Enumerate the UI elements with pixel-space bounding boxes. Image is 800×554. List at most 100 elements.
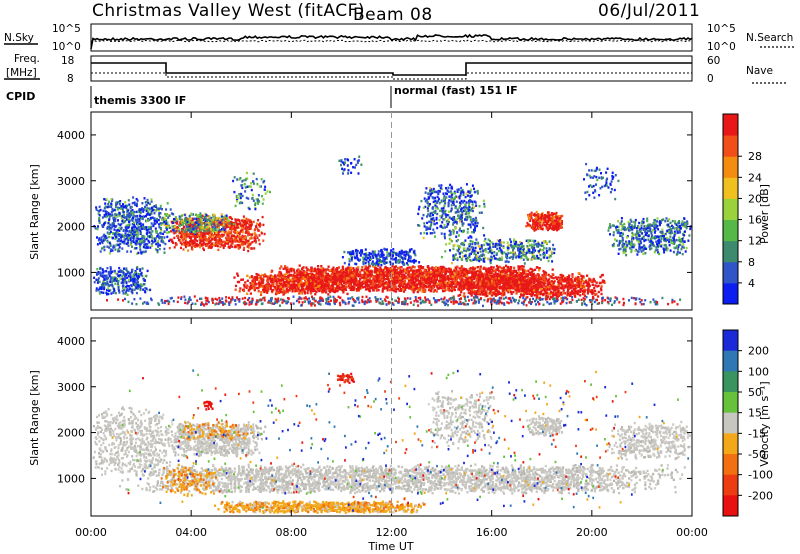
radar-cell [563,289,565,291]
radar-cell [580,275,582,277]
radar-cell [359,273,361,275]
radar-cell [443,276,445,278]
radar-cell [467,272,469,274]
radar-cell [381,276,383,278]
radar-cell [322,283,324,285]
radar-cell [472,287,474,289]
radar-cell [501,277,503,279]
radar-cell [299,264,301,266]
radar-cell [233,276,235,278]
radar-cell [461,279,463,281]
radar-cell [247,229,249,231]
radar-cell [246,222,248,224]
radar-cell [306,287,308,289]
radar-cell [364,268,366,270]
radar-cell [353,280,355,282]
radar-cell [427,275,429,277]
radar-cell [502,285,504,287]
radar-cell [276,290,278,292]
radar-cell [262,279,264,281]
radar-cell [383,286,385,288]
radar-cell [455,285,457,287]
radar-cell [372,284,374,286]
station-title: Christmas Valley West (fitACF) [92,1,365,21]
nsky-tick-bottom: 10^0 [52,41,81,53]
radar-cell [368,285,370,287]
radar-cell [191,241,193,243]
radar-cell [404,280,406,282]
radar-cell [439,287,441,289]
radar-cell [388,274,390,276]
radar-cell [250,292,252,294]
radar-cell [396,276,398,278]
radar-cell [180,236,182,238]
radar-cell [586,275,588,277]
radar-cell [277,286,279,288]
radar-cell [523,271,525,273]
radar-cell [479,283,481,285]
radar-cell [574,279,576,281]
radar-cell [505,283,507,285]
radar-cell [227,223,229,225]
radar-cell [548,292,550,294]
radar-cell [421,279,423,281]
radar-cell [270,281,272,283]
radar-cell [461,272,463,274]
radar-cell [244,285,246,287]
radar-cell [439,270,441,272]
radar-cell [567,285,569,287]
radar-cell [410,266,412,268]
radar-cell [410,278,412,280]
radar-cell [195,218,197,220]
radar-cell [279,267,281,269]
radar-cell [452,287,454,289]
radar-cell [480,266,482,268]
radar-cell [570,279,572,281]
radar-cell [418,283,420,285]
radar-cell [448,278,450,280]
radar-cell [455,283,457,285]
radar-cell [427,279,429,281]
radar-cell [216,242,218,244]
radar-cell [424,289,426,291]
radar-cell [536,266,538,268]
radar-cell [327,293,329,295]
radar-cell [335,283,337,285]
radar-cell [404,283,406,285]
radar-cell [332,267,334,269]
radar-cell [233,235,235,237]
radar-cell [369,280,371,282]
radar-cell [552,294,554,296]
radar-cell [173,237,175,239]
radar-cell [226,234,228,236]
radar-cell [369,272,371,274]
radar-cell [503,276,505,278]
radar-cell [185,246,187,248]
radar-cell [519,278,521,280]
radar-cell [556,278,558,280]
radar-cell [537,284,539,286]
radar-cell [202,244,204,246]
radar-cell [283,281,285,283]
radar-cell [243,215,245,217]
radar-cell [325,291,327,293]
radar-cell [443,268,445,270]
radar-cell [567,293,569,295]
radar-cell [309,269,311,271]
radar-cell [594,290,596,292]
radar-cell [313,276,315,278]
radar-cell [311,273,313,275]
radar-cell [424,269,426,271]
power-heatmap [93,156,692,308]
radar-cell [380,272,382,274]
radar-cell [482,293,484,295]
radar-cell [524,291,526,293]
radar-cell [578,278,580,280]
radar-cell [249,282,251,284]
radar-cell [600,293,602,295]
radar-cell [552,268,554,270]
radar-cell [523,280,525,282]
radar-cell [217,249,219,251]
radar-cell [290,268,292,270]
radar-cell [332,289,334,291]
